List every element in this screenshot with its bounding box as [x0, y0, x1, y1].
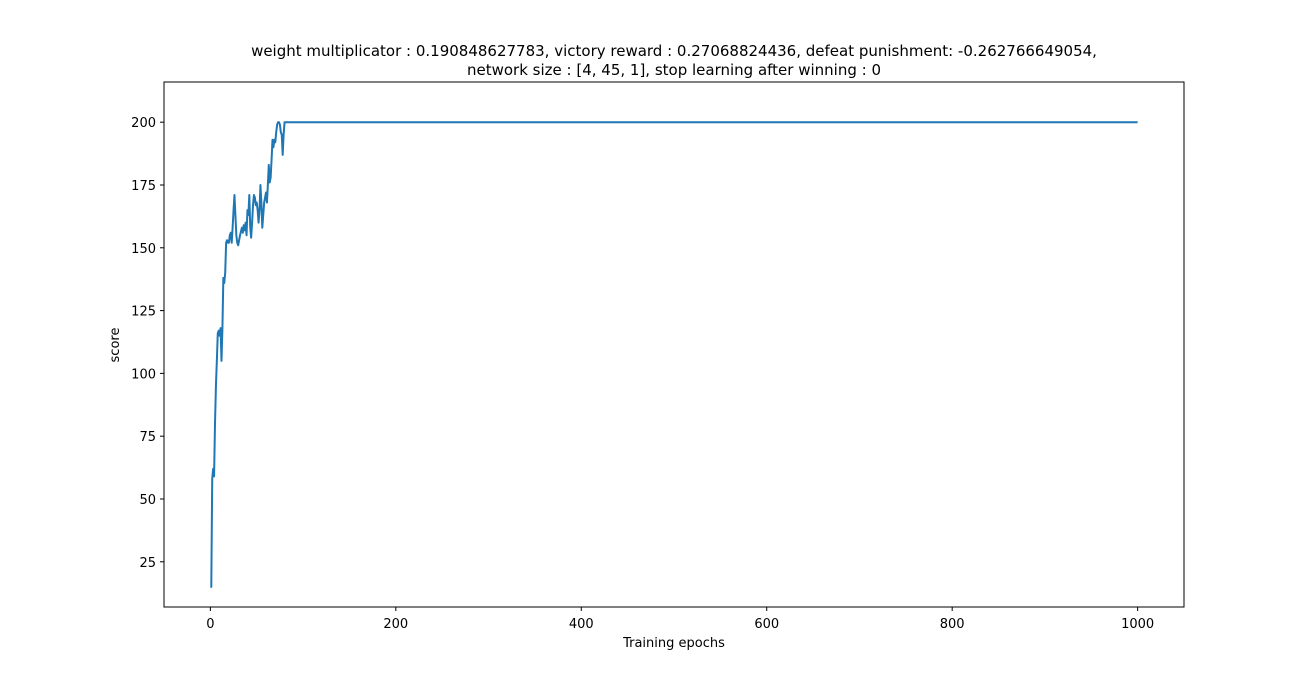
- y-axis-label: score: [108, 328, 123, 363]
- chart-title: weight multiplicator : 0.190848627783, v…: [251, 42, 1097, 60]
- plot-area: [163, 81, 1185, 608]
- x-axis-label: Training epochs: [622, 636, 725, 651]
- x-tick-label: 200: [383, 617, 408, 632]
- x-tick-label: 0: [206, 617, 214, 632]
- x-tick-label: 400: [569, 617, 594, 632]
- x-tick-label: 600: [754, 617, 779, 632]
- y-tick-label: 50: [139, 493, 156, 508]
- score-series-line: [210, 121, 1138, 588]
- y-tick-label: 75: [139, 430, 156, 445]
- x-tick-label: 1000: [1121, 617, 1154, 632]
- y-tick-label: 125: [131, 305, 156, 320]
- y-axis-ticks: 25 50 75 100 125 150 175 200: [131, 116, 164, 571]
- y-tick-label: 25: [139, 556, 156, 571]
- y-tick-label: 175: [131, 179, 156, 194]
- y-tick-label: 150: [131, 242, 156, 257]
- y-tick-label: 200: [131, 116, 156, 131]
- x-axis-ticks: 0 200 400 600 800 1000: [206, 607, 1154, 632]
- chart-subtitle: network size : [4, 45, 1], stop learning…: [467, 61, 881, 79]
- y-tick-label: 100: [131, 367, 156, 382]
- x-tick-label: 800: [940, 617, 965, 632]
